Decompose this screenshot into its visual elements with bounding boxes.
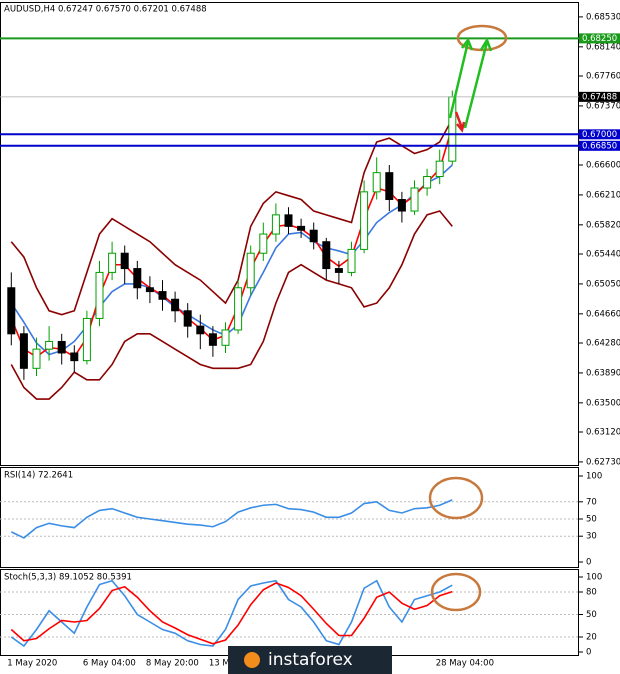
candle-body xyxy=(158,291,167,300)
rsi-circle xyxy=(428,476,484,520)
candle-body xyxy=(95,271,104,319)
line xyxy=(10,118,454,316)
arrow xyxy=(448,41,470,119)
y-tick-label: 0.66210 xyxy=(586,190,620,200)
level-tag xyxy=(579,33,620,44)
candle-body xyxy=(70,352,79,362)
candle-body xyxy=(234,287,243,331)
level-tag xyxy=(579,129,620,140)
logo-icon xyxy=(244,652,260,668)
plot-layers: AUDUSD,H4 0.67247 0.67570 0.67201 0.6748… xyxy=(0,5,620,669)
y-tick-label: 0 xyxy=(586,558,591,568)
candle-body xyxy=(297,225,306,231)
rsi-panel xyxy=(0,467,579,568)
y-tick-label: 80 xyxy=(586,588,597,598)
candle-body xyxy=(385,172,394,201)
candle-body xyxy=(19,333,28,369)
y-tick-label: 100 xyxy=(586,573,602,583)
candle-body xyxy=(133,268,142,289)
candle-body xyxy=(309,229,318,243)
candle-body xyxy=(410,187,419,212)
y-tick-label: 0.64660 xyxy=(586,309,620,319)
y-tick-label: 0 xyxy=(586,648,591,658)
level-tag xyxy=(579,140,620,151)
y-tick-label: 20 xyxy=(586,633,597,643)
y-tick-label: 0.65820 xyxy=(586,220,620,230)
candle-body xyxy=(322,241,331,270)
candle-body xyxy=(435,160,444,178)
last-price-label: 0.67488 xyxy=(582,92,617,102)
y-tick-label: 0.68140 xyxy=(586,42,620,52)
y-tick-label: 0.66600 xyxy=(586,160,620,170)
candle-body xyxy=(360,191,369,250)
candle-body xyxy=(347,248,356,273)
line xyxy=(10,499,453,539)
candle-body xyxy=(423,176,432,189)
x-tick-label: 1 May 2020 xyxy=(7,659,57,669)
y-tick-label: 0.64280 xyxy=(586,339,620,349)
line xyxy=(10,579,453,648)
panel-title: RSI(14) 72.2641 xyxy=(4,471,73,481)
candle-body xyxy=(372,172,381,193)
candle-body xyxy=(221,329,230,346)
candle-body xyxy=(45,340,54,350)
y-tick-label: 0.65050 xyxy=(586,279,620,289)
arrow xyxy=(454,111,464,129)
y-tick-label: 50 xyxy=(586,515,597,525)
price-panel xyxy=(0,2,579,466)
annotations xyxy=(428,24,508,612)
candle-body xyxy=(246,252,255,289)
candle-body xyxy=(171,298,180,312)
candle-body xyxy=(82,317,91,362)
candle-body xyxy=(120,252,129,270)
stoch-circle xyxy=(430,572,482,612)
candle-body xyxy=(334,268,343,273)
line xyxy=(10,582,453,645)
panel-title: AUDUSD,H4 0.67247 0.67570 0.67201 0.6748… xyxy=(4,5,207,15)
panel-title: Stoch(5,3,3) 89.1052 80.5391 xyxy=(4,573,132,583)
last-price-tag xyxy=(579,91,620,102)
candle-body xyxy=(57,340,66,354)
y-tick-label: 100 xyxy=(586,472,602,482)
candle-body xyxy=(145,287,154,293)
candle-body xyxy=(108,252,117,273)
candle-body xyxy=(7,287,16,335)
candle-body xyxy=(183,310,192,327)
candle-body xyxy=(196,325,205,335)
y-tick-label: 0.63120 xyxy=(586,428,620,438)
y-tick-label: 0.67370 xyxy=(586,101,620,111)
y-tick-label: 0.62730 xyxy=(586,457,620,467)
y-tick-label: 0.63500 xyxy=(586,398,620,408)
x-tick-label: 28 May 04:00 xyxy=(436,659,494,669)
arrow-head xyxy=(479,37,493,52)
candle-body xyxy=(271,214,280,235)
watermark: instaforex xyxy=(268,650,353,670)
level-label: 0.68250 xyxy=(582,34,617,44)
candle-body xyxy=(397,199,406,212)
y-tick-label: 0.68530 xyxy=(586,12,620,22)
level-label: 0.66850 xyxy=(582,141,617,151)
y-tick-label: 0.67760 xyxy=(586,71,620,81)
line xyxy=(10,210,453,400)
candle-body xyxy=(32,348,41,369)
level-label: 0.67000 xyxy=(582,130,617,140)
candle-body xyxy=(284,214,293,227)
candle-body xyxy=(259,233,268,254)
x-tick-label: 8 May 20:00 xyxy=(146,659,199,669)
arrow-head xyxy=(456,121,466,133)
arrow-head xyxy=(461,37,474,51)
y-tick-label: 0.65440 xyxy=(586,249,620,259)
y-tick-label: 30 xyxy=(586,532,597,542)
y-tick-label: 50 xyxy=(586,610,597,620)
x-tick-label: 6 May 04:00 xyxy=(83,659,136,669)
y-tick-label: 0.63890 xyxy=(586,368,620,378)
y-tick-label: 70 xyxy=(586,497,597,507)
arrow xyxy=(463,41,489,129)
candle-body xyxy=(208,333,217,346)
